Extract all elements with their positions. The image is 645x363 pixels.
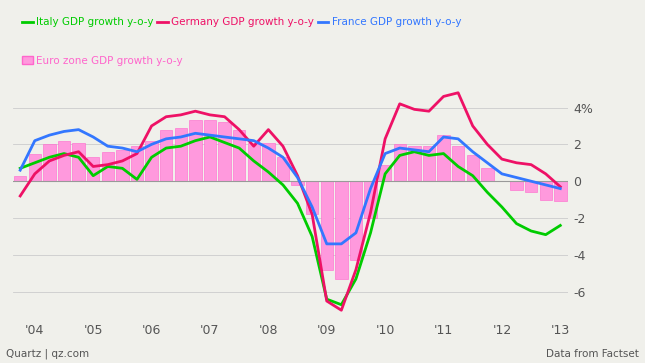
Bar (58, 141, 70, 181)
Legend: Euro zone GDP growth y-o-y: Euro zone GDP growth y-o-y (18, 52, 186, 70)
Bar (116, 150, 128, 181)
Bar (379, 165, 392, 181)
Bar (219, 122, 231, 181)
Bar (175, 128, 187, 181)
Bar (277, 157, 289, 181)
Bar (335, 181, 348, 279)
Bar (437, 135, 450, 181)
Bar (321, 181, 333, 270)
Bar (14, 176, 26, 181)
Bar (72, 143, 84, 181)
Bar (101, 152, 114, 181)
Bar (510, 181, 522, 191)
Bar (525, 181, 537, 192)
Bar (466, 155, 479, 181)
Bar (28, 154, 41, 181)
Bar (262, 143, 275, 181)
Bar (452, 146, 464, 181)
Bar (306, 181, 319, 215)
Bar (248, 143, 260, 181)
Text: Data from Factset: Data from Factset (546, 349, 639, 359)
Bar (481, 168, 493, 181)
Bar (292, 181, 304, 185)
Bar (189, 121, 202, 181)
Bar (160, 130, 172, 181)
Bar (43, 144, 55, 181)
Bar (131, 146, 143, 181)
Bar (350, 181, 362, 261)
Bar (539, 181, 552, 200)
Bar (145, 141, 158, 181)
Bar (393, 144, 406, 181)
Bar (233, 130, 245, 181)
Bar (204, 121, 216, 181)
Bar (554, 181, 566, 201)
Text: Quartz | qz.com: Quartz | qz.com (6, 349, 90, 359)
Bar (408, 146, 421, 181)
Bar (87, 157, 99, 181)
Bar (364, 181, 377, 218)
Bar (422, 146, 435, 181)
